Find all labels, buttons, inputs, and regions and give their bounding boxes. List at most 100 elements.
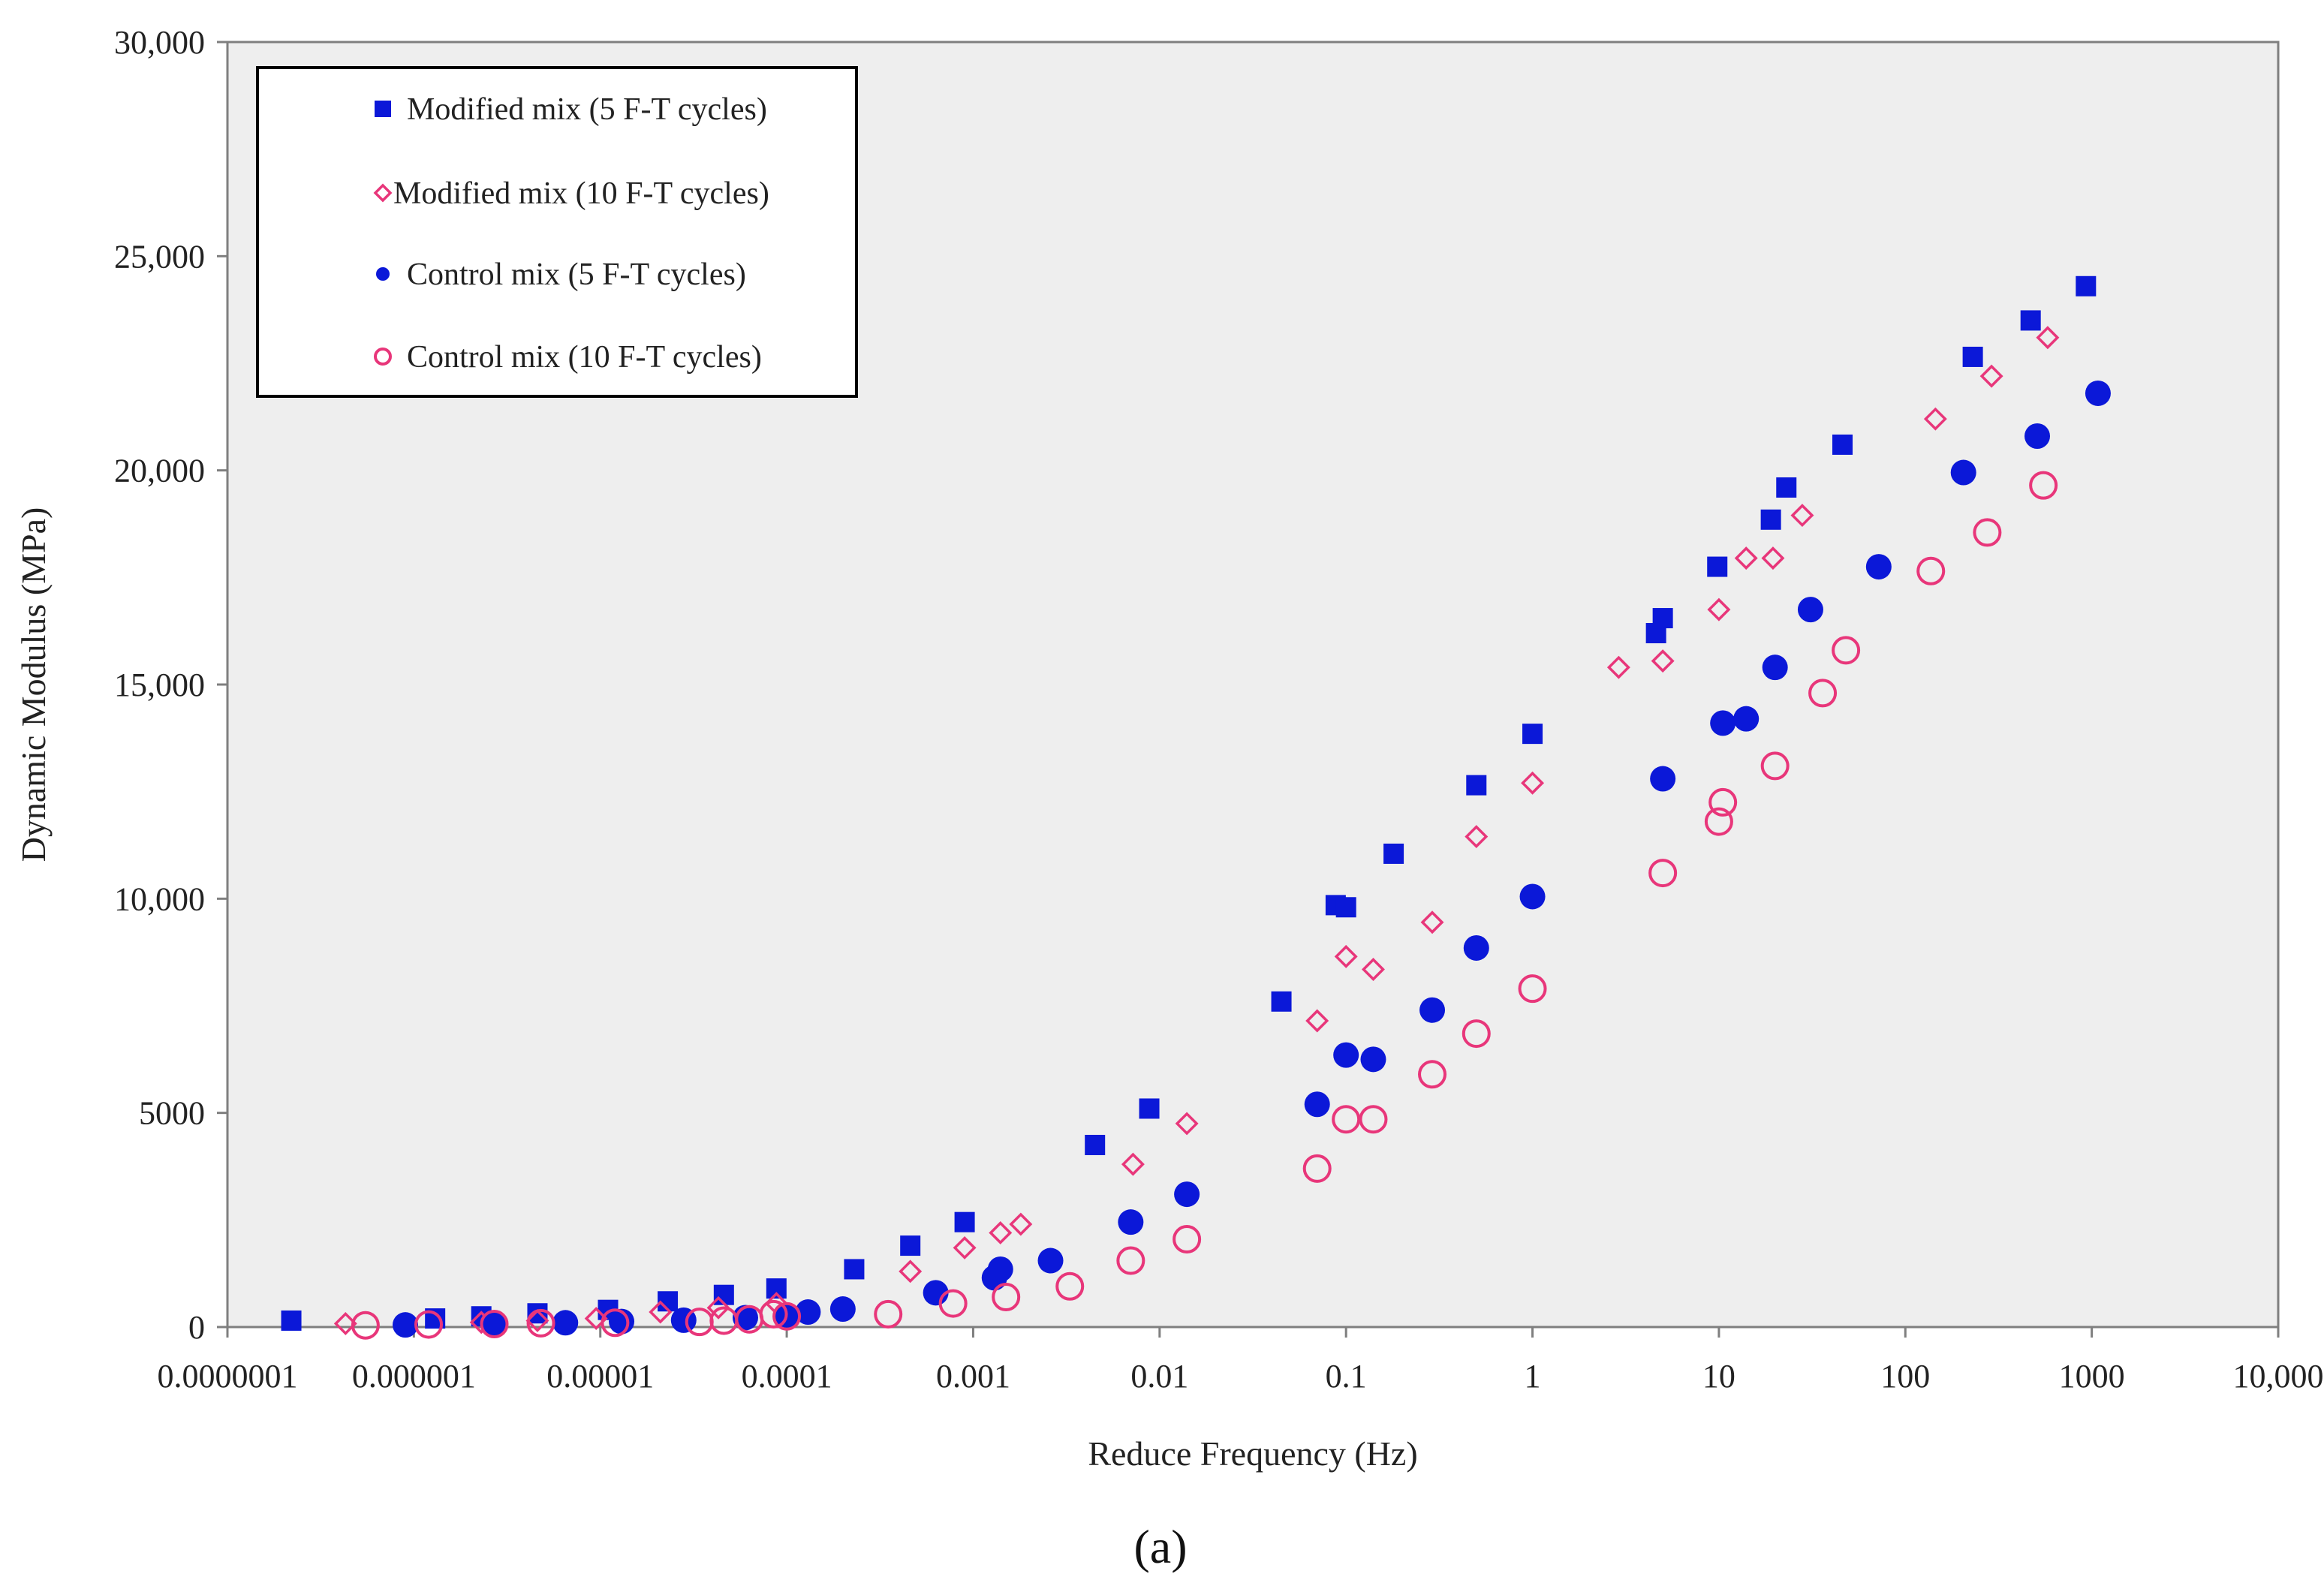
ctrl5-point [1360, 1046, 1386, 1073]
ctrl5-point [1037, 1247, 1064, 1274]
ctrl5-point [552, 1310, 579, 1336]
mod10-point [1361, 958, 1385, 981]
ctrl10-point [480, 1310, 509, 1339]
ctrl5-point [1118, 1209, 1144, 1235]
legend-marker-mod10 [373, 183, 393, 203]
y-tick-label: 5000 [139, 1095, 205, 1132]
mod10-point [333, 1311, 357, 1335]
mod10-point [1420, 910, 1444, 934]
ctrl5-point [1950, 459, 1976, 486]
mod10-point [1734, 546, 1758, 570]
mod5-point [766, 1278, 787, 1299]
ctrl10-point [1648, 859, 1678, 888]
mod10-point [1121, 1152, 1145, 1176]
mod10-point [1707, 597, 1731, 621]
legend-label-ctrl5: Control mix (5 F-T cycles) [407, 257, 746, 292]
y-tick-label: 25,000 [114, 238, 205, 275]
ctrl10-point [1462, 1019, 1491, 1049]
mod5-point [1466, 775, 1487, 796]
y-tick-label: 0 [188, 1309, 205, 1346]
mod10-point [584, 1307, 608, 1331]
mod10-point [2036, 326, 2060, 350]
mod5-point [1776, 477, 1797, 498]
ctrl5-point [1519, 883, 1546, 910]
ctrl10-point [526, 1308, 555, 1338]
mod10-point [1923, 407, 1947, 431]
ctrl10-point [1708, 787, 1738, 817]
ctrl5-point [1333, 1042, 1359, 1068]
ctrl5-point [1865, 554, 1892, 580]
y-tick-label: 20,000 [114, 453, 205, 489]
mod5-point [1139, 1098, 1160, 1119]
y-tick-label: 15,000 [114, 667, 205, 703]
mod10-point [953, 1235, 977, 1259]
ctrl5-point [1650, 766, 1676, 792]
y-axis-title: Dynamic Modulus (MPa) [14, 507, 53, 862]
series-mod10 [333, 326, 2060, 1335]
x-tick-label: 1000 [2059, 1358, 2125, 1395]
ctrl10-point [759, 1299, 788, 1329]
mod10-point [1305, 1009, 1329, 1033]
mod10-point [899, 1259, 923, 1284]
x-tick-label: 0.0001 [742, 1358, 832, 1395]
ctrl5-point [1762, 655, 1788, 681]
ctrl5-point [2024, 423, 2051, 450]
ctrl10-point [2029, 471, 2058, 500]
legend-box [256, 66, 858, 398]
mod10-point [989, 1220, 1013, 1244]
axes [217, 41, 2280, 1338]
ctrl5-point [1419, 997, 1446, 1023]
ctrl10-point [1173, 1225, 1202, 1254]
ctrl10-point [1916, 556, 1946, 585]
ctrl10-point [992, 1283, 1021, 1312]
x-axis-title: Reduce Frequency (Hz) [1088, 1434, 1417, 1473]
tick-labels: 0.0000001 0.000001 0.00001 0.0001 0.001 0.01 0… [114, 24, 2324, 1395]
legend-label-mod5: Modified mix (5 F-T cycles) [407, 92, 767, 127]
legend-item-mod5: Modified mix (5 F-T cycles) [375, 92, 767, 127]
ctrl10-point [874, 1299, 903, 1329]
x-tick-label: 0.1 [1326, 1358, 1367, 1395]
mod10-point [1790, 504, 1814, 528]
mod5-point [281, 1310, 302, 1331]
ctrl5-point [1797, 597, 1823, 623]
legend: Modified mix (5 F-T cycles) Modified mix … [256, 66, 858, 398]
ctrl10-point [1418, 1060, 1447, 1089]
legend-item-mod10: Modified mix (10 F-T cycles) [373, 176, 769, 211]
ctrl5-point [987, 1256, 1013, 1282]
legend-label-mod10: Modified mix (10 F-T cycles) [393, 176, 769, 211]
mod5-point [1085, 1134, 1106, 1155]
ctrl10-point [1518, 974, 1547, 1004]
ctrl10-point [1704, 807, 1733, 836]
mod5-point [844, 1259, 865, 1280]
legend-marker-ctrl5 [376, 267, 390, 281]
y-tick-label: 30,000 [114, 24, 205, 61]
mod10-point [1761, 546, 1785, 570]
mod5-point [1962, 346, 1983, 367]
mod10-point [1334, 944, 1358, 968]
mod10-point [1606, 655, 1630, 679]
mod10-point [1521, 771, 1545, 795]
mod10-point [1979, 364, 2003, 388]
ctrl10-point [1332, 1105, 1361, 1134]
panel-label: (a) [1133, 1520, 1187, 1573]
mod5-point [1707, 556, 1728, 577]
mod10-point [1465, 825, 1489, 849]
x-tick-label: 100 [1880, 1358, 1930, 1395]
ctrl10-point [601, 1308, 630, 1338]
mod5-point [1652, 608, 1673, 629]
mod10-point [706, 1296, 730, 1320]
ctrl10-point [414, 1310, 444, 1339]
ctrl5-point [1304, 1091, 1330, 1118]
ctrl10-point [1808, 679, 1838, 708]
x-tick-label: 0.000001 [352, 1358, 476, 1395]
legend-label-ctrl10: Control mix (10 F-T cycles) [407, 340, 762, 375]
ctrl10-point [938, 1289, 968, 1318]
ctrl10-point [1760, 751, 1790, 781]
ctrl5-point [1710, 710, 1736, 736]
x-tick-label: 0.001 [936, 1358, 1010, 1395]
legend-marker-mod5 [375, 101, 391, 117]
ctrl10-point [1055, 1271, 1085, 1301]
x-tick-label: 0.0000001 [158, 1358, 298, 1395]
mod5-point [1760, 509, 1781, 530]
